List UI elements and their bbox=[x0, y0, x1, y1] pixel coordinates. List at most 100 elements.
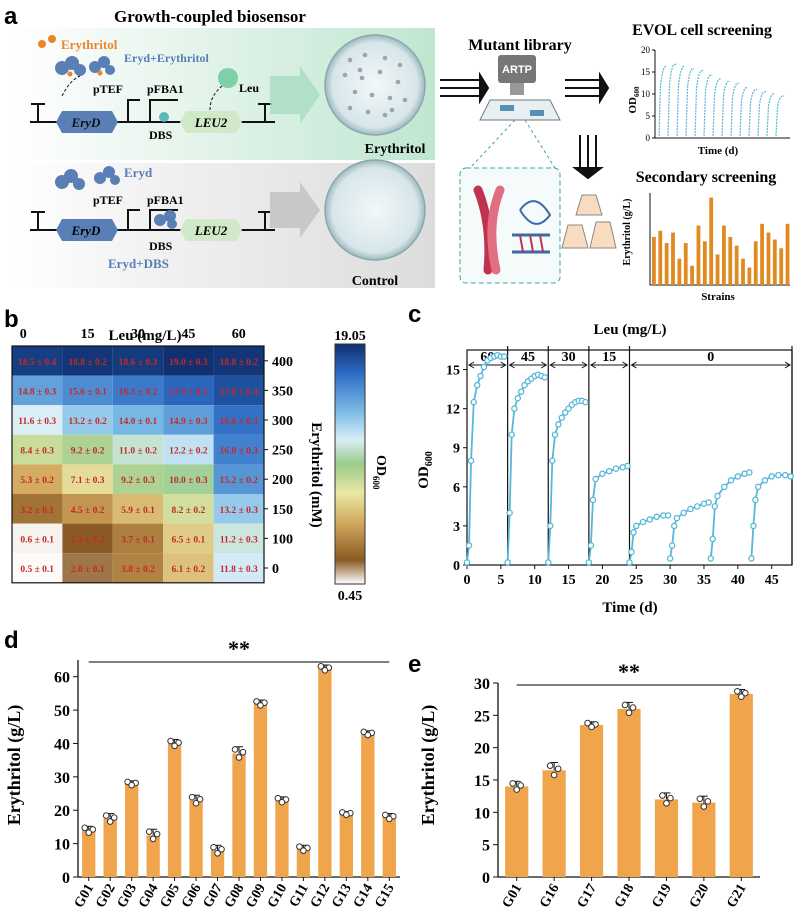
od-point bbox=[506, 509, 513, 517]
colony-dot bbox=[397, 62, 403, 68]
triple-arrow-right bbox=[440, 71, 490, 105]
replicate-point bbox=[659, 792, 666, 799]
panel-d: d 0102030405060G01G02G03G04G05G06G07G08G… bbox=[4, 627, 400, 911]
od-point bbox=[673, 514, 681, 522]
stage-label: 0 bbox=[707, 350, 714, 365]
bar-x-tick-label: G13 bbox=[329, 882, 354, 911]
replicate-point bbox=[663, 799, 670, 807]
eryd-gene-label: EryD bbox=[71, 115, 102, 130]
od-point bbox=[504, 559, 511, 566]
od-point bbox=[470, 398, 478, 406]
ptef-label-2: pTEF bbox=[93, 193, 123, 207]
od-point bbox=[787, 473, 794, 480]
line-y-tick-label: 6 bbox=[453, 481, 460, 496]
replicate-point bbox=[321, 667, 329, 674]
heatmap-cell bbox=[163, 375, 214, 406]
heatmap-cell bbox=[12, 346, 63, 376]
bar-y-tick-label: 60 bbox=[54, 670, 70, 687]
od-point bbox=[565, 405, 572, 412]
bar bbox=[296, 848, 311, 877]
stage-label: 45 bbox=[521, 350, 535, 365]
bar-y-tick-label: 50 bbox=[54, 703, 70, 720]
bar-x-tick-label: G11 bbox=[287, 882, 312, 910]
flow-arrow-2 bbox=[270, 182, 320, 238]
secondary-bar bbox=[772, 239, 777, 285]
od-point bbox=[612, 465, 620, 472]
od-point bbox=[585, 559, 593, 566]
panel-b: b Leu (mg/L) 0 15 30 45 60 18.5 ± 0.4 18.8 ± 0… bbox=[4, 306, 388, 604]
panel-c: c Leu (mg/L) 051015202530354045036912156… bbox=[408, 301, 794, 616]
od-point bbox=[630, 529, 637, 536]
replicate-point bbox=[253, 698, 260, 705]
secondary-bar bbox=[702, 241, 707, 285]
od-point bbox=[549, 457, 556, 465]
eryd-protein-icon bbox=[55, 166, 120, 190]
bar-x-tick-label: G16 bbox=[537, 882, 562, 911]
line-x-tick-label: 20 bbox=[595, 573, 609, 588]
sample-tray bbox=[479, 99, 561, 121]
od-point bbox=[467, 457, 475, 465]
bar-y-tick-label: 5 bbox=[482, 838, 490, 855]
secondary-bar bbox=[683, 243, 688, 285]
stage-arrow-head bbox=[508, 361, 548, 369]
secondary-bar bbox=[671, 232, 675, 285]
dbs-icon bbox=[159, 112, 169, 122]
replicate-point bbox=[550, 771, 558, 779]
replicate-point bbox=[257, 702, 264, 709]
stage-label: 15 bbox=[602, 350, 616, 365]
flask-icons bbox=[561, 194, 617, 249]
leu-label: Leu bbox=[239, 81, 259, 95]
replicate-point bbox=[296, 843, 303, 850]
secondary-bar bbox=[741, 258, 745, 285]
bar-x-tick-label: G06 bbox=[179, 882, 204, 911]
heatmap-cell bbox=[62, 346, 113, 376]
secondary-bar bbox=[709, 197, 714, 285]
ptef-label: pTEF bbox=[93, 82, 123, 96]
replicate-point bbox=[188, 793, 196, 801]
eryd-gene-box bbox=[56, 111, 118, 133]
heatmap-cell bbox=[12, 375, 63, 406]
bar bbox=[382, 816, 396, 877]
panel-e-letter: e bbox=[408, 651, 421, 678]
line-x-tick-label: 15 bbox=[562, 573, 576, 588]
replicate-point bbox=[696, 795, 704, 803]
bar bbox=[146, 835, 160, 877]
od-point bbox=[748, 555, 755, 562]
heatmap-cell-label: 11.0 ± 0.2 bbox=[119, 447, 157, 457]
heatmap-cell bbox=[163, 494, 214, 524]
dbs-label-2: DBS bbox=[149, 239, 173, 253]
evol-y-tick-label: 5 bbox=[646, 111, 651, 121]
od-point bbox=[473, 381, 481, 389]
bar-y-tick-label: 0 bbox=[482, 870, 490, 887]
replicate-point bbox=[513, 786, 521, 793]
bar bbox=[579, 725, 604, 877]
heatmap-cell bbox=[62, 375, 113, 406]
colony-dot bbox=[352, 89, 358, 95]
heatmap-cell-label: 0.6 ± 0.1 bbox=[20, 535, 54, 545]
heatmap-x-tick-label: 45 bbox=[181, 327, 195, 342]
bar-x-tick-label: G18 bbox=[612, 882, 637, 911]
leu2-gene-box-2 bbox=[180, 219, 242, 241]
secondary-bar bbox=[760, 223, 764, 285]
od-point bbox=[653, 513, 660, 521]
od-point bbox=[714, 492, 721, 500]
stage-label: 30 bbox=[562, 350, 576, 365]
bar bbox=[339, 813, 353, 877]
secondary-bar bbox=[658, 230, 663, 285]
colony-dot bbox=[382, 55, 388, 61]
line-ylabel: OD600 bbox=[416, 451, 435, 489]
bar-x-tick-label: G09 bbox=[243, 882, 268, 911]
line-x-tick-label: 10 bbox=[528, 573, 542, 588]
od-series bbox=[506, 373, 546, 563]
secondary-ylabel: Erythritol (g/L) bbox=[622, 199, 633, 266]
colony-dot bbox=[342, 72, 348, 78]
heatmap-y-tick-label: 0 bbox=[272, 562, 279, 577]
heatmap-cell-label: 5.9 ± 0.1 bbox=[121, 506, 155, 516]
evol-y-tick-label: 10 bbox=[641, 89, 651, 99]
replicate-point bbox=[167, 737, 174, 745]
evol-y-tick-label: 0 bbox=[646, 133, 651, 143]
heatmap-cell-label: 14.0 ± 0.1 bbox=[119, 417, 158, 427]
heatmap-cell-label: 13.2 ± 0.3 bbox=[220, 506, 259, 516]
artp-label: ARTP bbox=[502, 64, 532, 76]
heatmap-cell bbox=[213, 434, 264, 465]
